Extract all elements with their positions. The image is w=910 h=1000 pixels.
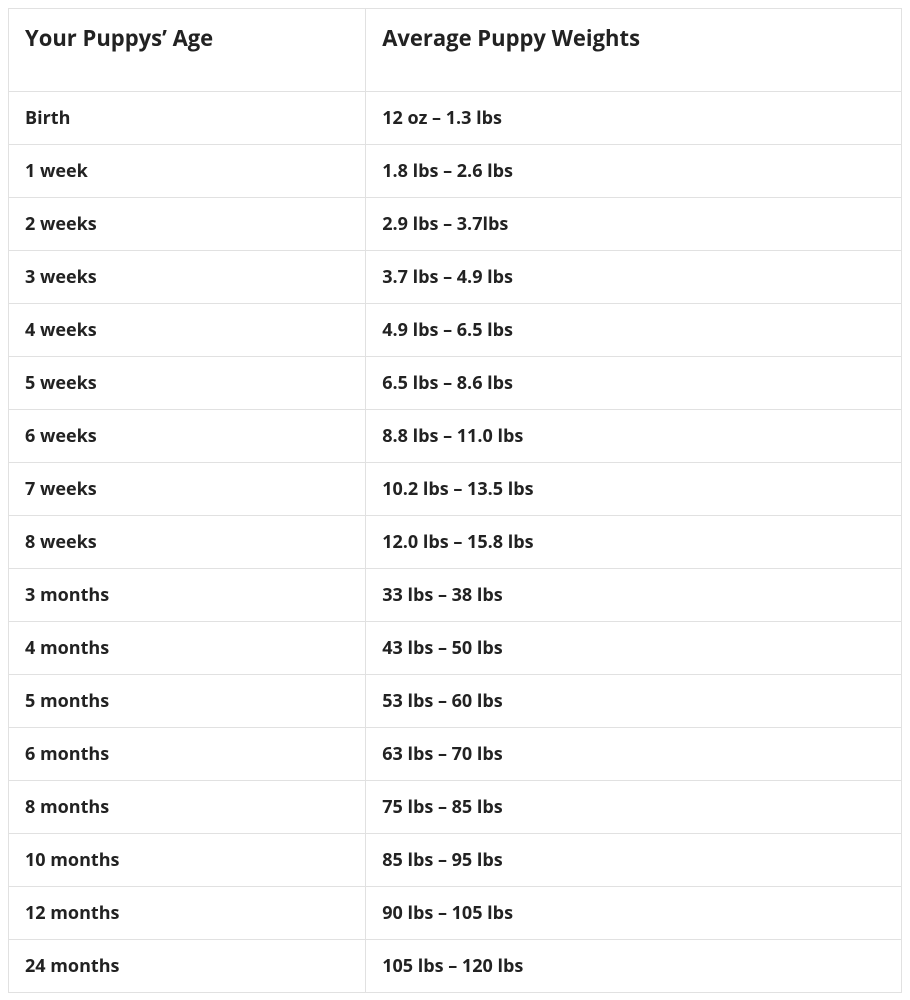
cell-age: 8 weeks xyxy=(9,516,366,569)
cell-weight: 3.7 lbs – 4.9 lbs xyxy=(366,251,902,304)
cell-age: 10 months xyxy=(9,834,366,887)
table-row: 5 weeks6.5 lbs – 8.6 lbs xyxy=(9,357,902,410)
cell-weight: 85 lbs – 95 lbs xyxy=(366,834,902,887)
cell-weight: 75 lbs – 85 lbs xyxy=(366,781,902,834)
cell-age: 7 weeks xyxy=(9,463,366,516)
cell-age: 1 week xyxy=(9,145,366,198)
cell-age: 5 weeks xyxy=(9,357,366,410)
table-row: 24 months105 lbs – 120 lbs xyxy=(9,940,902,993)
cell-age: 4 weeks xyxy=(9,304,366,357)
cell-age: Birth xyxy=(9,92,366,145)
cell-weight: 63 lbs – 70 lbs xyxy=(366,728,902,781)
cell-age: 6 weeks xyxy=(9,410,366,463)
cell-weight: 8.8 lbs – 11.0 lbs xyxy=(366,410,902,463)
table-row: 5 months53 lbs – 60 lbs xyxy=(9,675,902,728)
table-row: 6 months63 lbs – 70 lbs xyxy=(9,728,902,781)
cell-age: 2 weeks xyxy=(9,198,366,251)
cell-age: 3 weeks xyxy=(9,251,366,304)
cell-weight: 33 lbs – 38 lbs xyxy=(366,569,902,622)
cell-age: 5 months xyxy=(9,675,366,728)
cell-age: 6 months xyxy=(9,728,366,781)
table-row: 12 months90 lbs – 105 lbs xyxy=(9,887,902,940)
cell-age: 12 months xyxy=(9,887,366,940)
column-header-weight: Average Puppy Weights xyxy=(366,9,902,92)
cell-weight: 4.9 lbs – 6.5 lbs xyxy=(366,304,902,357)
cell-weight: 90 lbs – 105 lbs xyxy=(366,887,902,940)
table-header-row: Your Puppys’ Age Average Puppy Weights xyxy=(9,9,902,92)
cell-age: 4 months xyxy=(9,622,366,675)
table-row: 4 weeks4.9 lbs – 6.5 lbs xyxy=(9,304,902,357)
table-row: 3 months33 lbs – 38 lbs xyxy=(9,569,902,622)
table-row: 8 weeks12.0 lbs – 15.8 lbs xyxy=(9,516,902,569)
table-row: 6 weeks8.8 lbs – 11.0 lbs xyxy=(9,410,902,463)
table-row: 4 months43 lbs – 50 lbs xyxy=(9,622,902,675)
cell-weight: 53 lbs – 60 lbs xyxy=(366,675,902,728)
cell-age: 24 months xyxy=(9,940,366,993)
cell-weight: 43 lbs – 50 lbs xyxy=(366,622,902,675)
cell-weight: 12 oz – 1.3 lbs xyxy=(366,92,902,145)
cell-weight: 1.8 lbs – 2.6 lbs xyxy=(366,145,902,198)
cell-weight: 2.9 lbs – 3.7lbs xyxy=(366,198,902,251)
column-header-age: Your Puppys’ Age xyxy=(9,9,366,92)
table-row: 10 months85 lbs – 95 lbs xyxy=(9,834,902,887)
table-row: 2 weeks2.9 lbs – 3.7lbs xyxy=(9,198,902,251)
puppy-weight-table: Your Puppys’ Age Average Puppy Weights B… xyxy=(8,8,902,993)
cell-weight: 6.5 lbs – 8.6 lbs xyxy=(366,357,902,410)
table-row: 3 weeks3.7 lbs – 4.9 lbs xyxy=(9,251,902,304)
table-row: 1 week1.8 lbs – 2.6 lbs xyxy=(9,145,902,198)
cell-weight: 12.0 lbs – 15.8 lbs xyxy=(366,516,902,569)
cell-weight: 10.2 lbs – 13.5 lbs xyxy=(366,463,902,516)
table-row: 7 weeks10.2 lbs – 13.5 lbs xyxy=(9,463,902,516)
cell-age: 3 months xyxy=(9,569,366,622)
table-row: Birth12 oz – 1.3 lbs xyxy=(9,92,902,145)
table-row: 8 months75 lbs – 85 lbs xyxy=(9,781,902,834)
cell-weight: 105 lbs – 120 lbs xyxy=(366,940,902,993)
cell-age: 8 months xyxy=(9,781,366,834)
